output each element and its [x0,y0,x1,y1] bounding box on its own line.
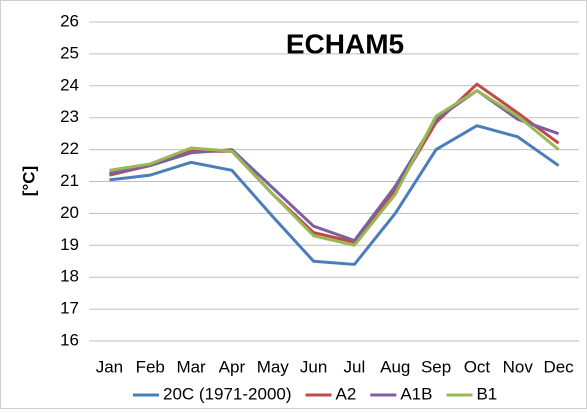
y-tick-label: 22 [60,139,79,158]
y-tick-label: 25 [60,43,79,62]
y-tick-label: 26 [60,11,79,30]
legend-label: A2 [336,384,357,403]
y-tick-label: 18 [60,267,79,286]
y-tick-label: 20 [60,203,79,222]
legend-label: 20C (1971-2000) [163,384,292,403]
legend-label: B1 [476,384,497,403]
y-tick-label: 24 [60,75,79,94]
x-tick-label: Oct [464,357,491,376]
series-line [109,89,560,247]
legend-label: A1B [400,384,432,403]
x-tick-label: Feb [136,357,165,376]
chart-title: ECHAM5 [286,28,404,59]
y-tick-label: 23 [60,107,79,126]
x-tick-label: Nov [503,357,534,376]
x-tick-label: Mar [176,357,206,376]
x-tick-label: Jan [96,357,123,376]
x-tick-label: Dec [543,357,574,376]
x-tick-label: May [257,357,290,376]
y-tick-label: 16 [60,330,79,349]
series-line [109,124,560,266]
x-tick-label: Sep [421,357,451,376]
x-tick-label: Jun [300,357,327,376]
y-tick-label: 21 [60,171,79,190]
x-tick-label: Aug [380,357,410,376]
x-tick-label: Apr [219,357,246,376]
y-axis-label: [°C] [19,166,38,196]
x-tick-label: Jul [344,357,366,376]
y-tick-label: 17 [60,299,79,318]
y-tick-label: 19 [60,235,79,254]
